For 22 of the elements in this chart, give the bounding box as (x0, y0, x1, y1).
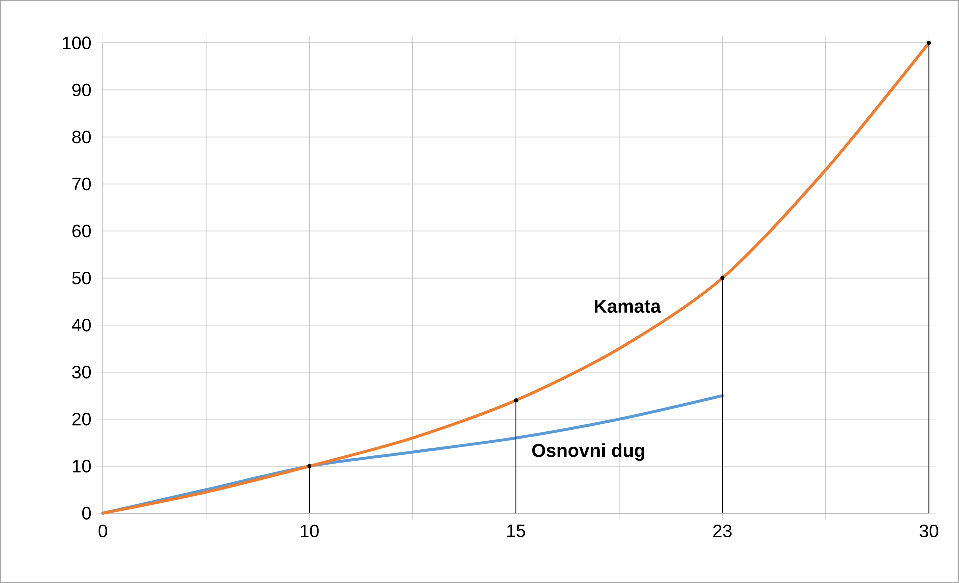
y-tick-label: 60 (72, 224, 92, 238)
y-tick-label: 80 (72, 130, 92, 144)
point (514, 398, 518, 402)
series-label: Osnovni dug (532, 443, 644, 461)
point (720, 276, 725, 280)
y-tick-label: 50 (72, 272, 92, 285)
point (308, 464, 312, 468)
x-tick-label: 23 (714, 524, 732, 538)
y-tick-label: 40 (72, 318, 92, 332)
y-tick-label: 100 (63, 36, 92, 50)
x-tick-label: 0 (98, 524, 108, 538)
point (927, 41, 932, 46)
y-tick-label: 90 (72, 84, 92, 96)
x-tick-label: 10 (301, 524, 319, 538)
y-tick-label: 10 (73, 460, 92, 473)
y-tick-label: 30 (72, 366, 92, 379)
series-label: Kamata (595, 300, 662, 313)
x-tick-label: 30 (920, 524, 938, 538)
y-tick-label: 20 (72, 412, 92, 426)
x-tick-label: 15 (508, 524, 526, 538)
y-tick-label: 70 (72, 178, 92, 190)
y-tick-label: 0 (82, 506, 92, 520)
